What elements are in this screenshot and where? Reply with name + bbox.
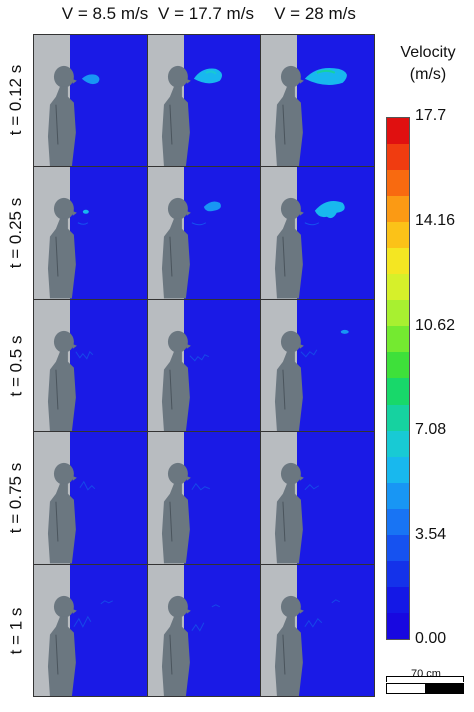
colorbar-step [387, 404, 409, 431]
manikin-figure [161, 65, 222, 167]
scale-bar-bracket [386, 676, 464, 682]
colorbar-step [387, 560, 409, 587]
simulation-panel [261, 35, 374, 167]
manikin-figure [161, 595, 220, 696]
simulation-panel [147, 432, 261, 564]
scale-bar-label: 70 cm [411, 668, 441, 680]
simulation-panel [147, 299, 261, 432]
row-label-t-1: t = 1 s [6, 607, 25, 655]
scale-bar-white-segment [387, 684, 425, 693]
column-header-v-17-7: V = 17.7 m/s [158, 4, 254, 23]
simulation-panel [261, 432, 374, 564]
simulation-panel [261, 299, 374, 432]
colorbar-tick-10-62: 10.62 [415, 317, 456, 334]
colorbar-step [387, 170, 409, 197]
column-header-v-28: V = 28 m/s [274, 4, 356, 23]
colorbar-step [387, 274, 409, 301]
manikin-figure [47, 595, 113, 696]
simulation-panel [261, 564, 374, 696]
colorbar-step [387, 430, 409, 457]
simulation-panel [34, 299, 147, 432]
column-header-v-8-5: V = 8.5 m/s [61, 4, 149, 23]
manikin-figure [275, 198, 346, 299]
colorbar-step [387, 222, 409, 249]
simulation-panel [147, 167, 261, 299]
colorbar-step [387, 482, 409, 509]
colorbar-step [387, 326, 409, 353]
manikin-figure [275, 463, 320, 564]
colorbar-tick-14-16: 14.16 [415, 212, 456, 229]
colorbar-step [387, 612, 409, 639]
simulation-panel [147, 35, 261, 167]
colorbar-step [387, 508, 409, 535]
simulation-panel [147, 564, 261, 696]
row-label-t-0-25: t = 0.25 s [6, 197, 26, 269]
simulation-panel [34, 564, 147, 696]
manikin-figure [47, 198, 89, 299]
scale-bar [386, 683, 464, 694]
manikin-figure [275, 65, 348, 167]
row-label-t-0-5: t = 0.5 s [6, 335, 26, 397]
colorbar-step [387, 196, 409, 223]
velocity-colorbar [386, 117, 410, 640]
colorbar-title: Velocity (m/s) [400, 44, 456, 83]
simulation-panel [34, 35, 147, 167]
manikin-figure [161, 463, 210, 564]
colorbar-step [387, 378, 409, 405]
colorbar-step [387, 118, 409, 145]
colorbar-step [387, 586, 409, 613]
simulation-panel [34, 432, 147, 564]
manikin-figure [47, 463, 96, 564]
colorbar-step [387, 144, 409, 171]
manikin-figure [47, 65, 100, 167]
manikin-figure [275, 329, 350, 432]
simulation-panel [261, 167, 374, 299]
scale-bar-black-segment [425, 684, 463, 693]
colorbar-step [387, 534, 409, 561]
manikin-figure [275, 595, 341, 696]
simulation-panel-grid [33, 34, 375, 697]
colorbar-tick-17-7: 17.7 [415, 107, 447, 124]
row-label-t-0-12: t = 0.12 s [6, 64, 26, 136]
colorbar-tick-3-54: 3.54 [415, 526, 447, 543]
manikin-figure [161, 330, 209, 432]
colorbar-tick-7-08: 7.08 [415, 421, 447, 438]
simulation-panel [34, 167, 147, 299]
colorbar-step [387, 456, 409, 483]
colorbar-tick-0-00: 0.00 [415, 630, 447, 647]
colorbar-step [387, 248, 409, 275]
manikin-figure [47, 330, 94, 432]
manikin-figure [161, 198, 221, 299]
row-label-t-0-75: t = 0.75 s [6, 462, 26, 534]
colorbar-step [387, 352, 409, 379]
colorbar-step [387, 300, 409, 327]
